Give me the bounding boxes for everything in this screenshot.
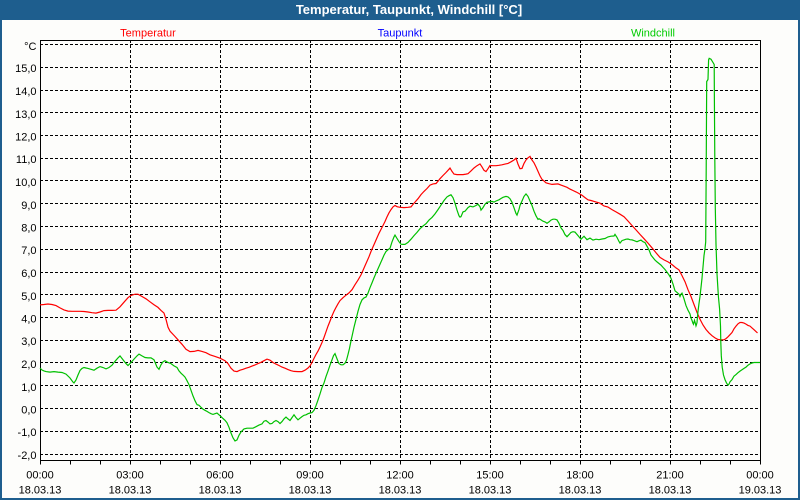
svg-text:18.03.13: 18.03.13 [199,484,242,496]
svg-text:5,0: 5,0 [21,291,36,303]
svg-text:00:00: 00:00 [746,470,774,482]
svg-text:18.03.13: 18.03.13 [559,484,602,496]
svg-text:3,0: 3,0 [21,336,36,348]
svg-text:Temperatur: Temperatur [120,28,176,40]
svg-text:18.03.13: 18.03.13 [469,484,512,496]
svg-text:10,0: 10,0 [15,177,36,189]
svg-text:Temperatur, Taupunkt, Windchil: Temperatur, Taupunkt, Windchill [°C] [296,2,522,17]
svg-text:-2,0: -2,0 [18,450,37,462]
svg-text:1,0: 1,0 [21,382,36,394]
svg-text:18.03.13: 18.03.13 [109,484,152,496]
svg-text:12,0: 12,0 [15,132,36,144]
svg-text:18.03.13: 18.03.13 [19,484,62,496]
svg-text:Taupunkt: Taupunkt [378,28,423,40]
svg-text:7,0: 7,0 [21,245,36,257]
svg-text:15:00: 15:00 [476,470,504,482]
svg-text:19.03.13: 19.03.13 [739,484,782,496]
svg-text:13,0: 13,0 [15,109,36,121]
svg-text:21:00: 21:00 [656,470,684,482]
svg-text:06:00: 06:00 [206,470,234,482]
svg-text:18.03.13: 18.03.13 [649,484,692,496]
svg-text:03:00: 03:00 [116,470,144,482]
svg-text:Windchill: Windchill [631,28,675,40]
svg-text:4,0: 4,0 [21,314,36,326]
svg-text:09:00: 09:00 [296,470,324,482]
svg-text:18:00: 18:00 [566,470,594,482]
svg-text:9,0: 9,0 [21,200,36,212]
svg-text:6,0: 6,0 [21,268,36,280]
svg-text:00:00: 00:00 [26,470,54,482]
svg-text:15,0: 15,0 [15,63,36,75]
svg-text:18.03.13: 18.03.13 [379,484,422,496]
svg-text:11,0: 11,0 [16,154,37,166]
svg-text:-1,0: -1,0 [18,427,37,439]
svg-text:2,0: 2,0 [21,359,36,371]
svg-text:8,0: 8,0 [21,223,36,235]
svg-text:14,0: 14,0 [15,86,36,98]
svg-text:°C: °C [24,41,36,53]
svg-text:0,0: 0,0 [21,405,36,417]
svg-text:12:00: 12:00 [386,470,414,482]
svg-text:18.03.13: 18.03.13 [289,484,332,496]
